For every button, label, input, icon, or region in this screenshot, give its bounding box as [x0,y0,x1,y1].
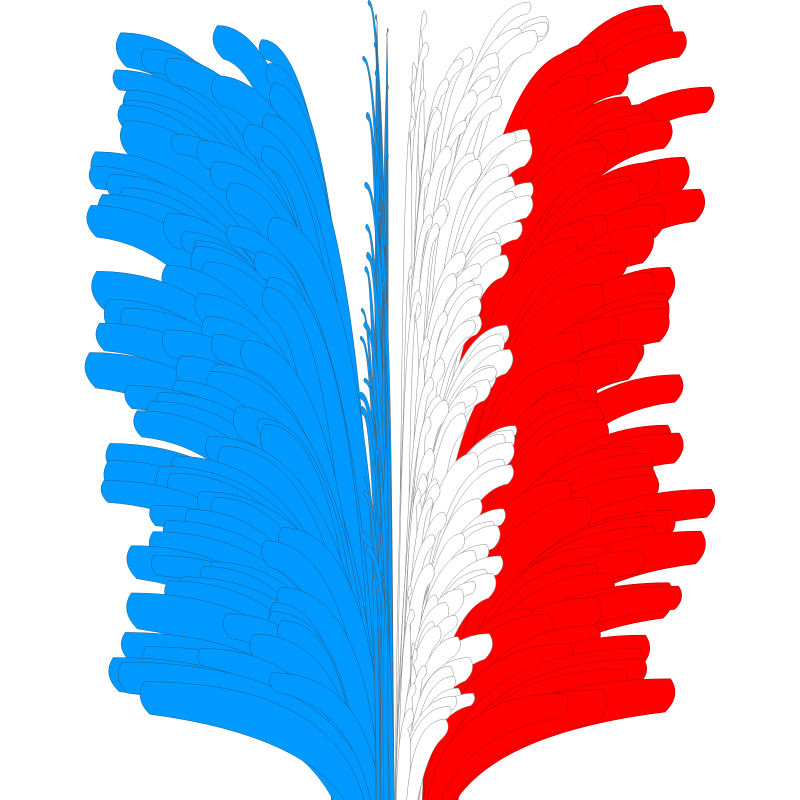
blue-strokes [84,0,395,800]
brush-stroke [382,587,389,800]
brush-stroke [139,681,365,800]
brush-stroke [426,693,569,800]
brush-stroke [269,672,382,800]
white-strokes [394,1,550,800]
brush-stroke [406,718,449,800]
